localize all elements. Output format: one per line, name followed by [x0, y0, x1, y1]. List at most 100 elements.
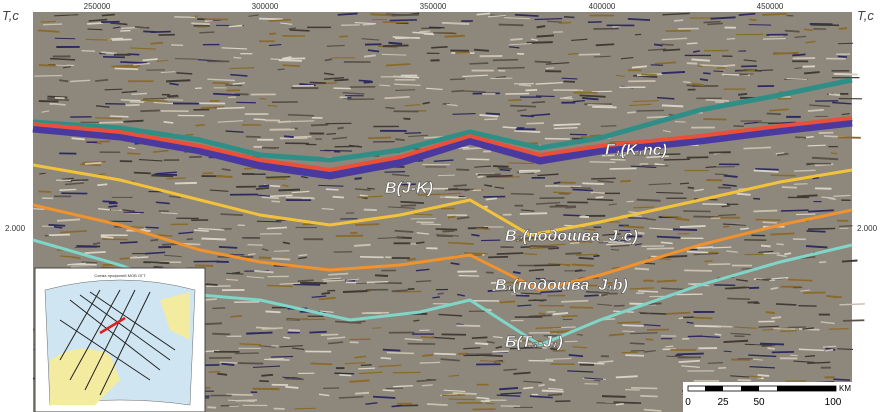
trace — [722, 223, 747, 226]
trace — [420, 336, 434, 339]
trace — [760, 342, 785, 346]
trace — [123, 119, 144, 123]
trace — [755, 218, 781, 222]
trace — [600, 125, 617, 127]
trace — [456, 168, 470, 171]
trace — [517, 304, 532, 307]
trace — [374, 274, 389, 277]
trace — [375, 281, 403, 285]
trace — [448, 241, 474, 245]
trace — [686, 62, 698, 65]
trace — [404, 104, 421, 107]
trace — [143, 30, 157, 33]
trace — [261, 373, 274, 377]
inset-profiles — [59, 289, 176, 396]
trace — [339, 374, 352, 377]
trace — [245, 135, 261, 138]
trace — [686, 321, 694, 324]
trace — [561, 314, 578, 318]
trace — [811, 156, 839, 161]
trace — [389, 19, 417, 22]
trace — [358, 371, 383, 375]
trace — [448, 374, 460, 377]
y-tick-label: 2.000 — [5, 224, 26, 233]
trace — [441, 21, 470, 25]
trace — [498, 23, 524, 27]
trace — [515, 294, 530, 297]
trace — [156, 59, 169, 62]
trace — [38, 29, 60, 33]
trace — [596, 303, 612, 306]
trace — [100, 235, 114, 239]
trace — [334, 78, 349, 82]
trace — [422, 101, 430, 105]
trace — [625, 354, 645, 357]
trace — [528, 314, 552, 318]
trace — [716, 66, 726, 70]
trace — [247, 253, 256, 256]
trace — [360, 364, 372, 367]
trace — [572, 188, 593, 192]
trace — [828, 93, 841, 97]
trace — [629, 103, 652, 107]
trace — [838, 225, 853, 228]
trace — [355, 391, 370, 395]
trace — [437, 292, 444, 295]
trace — [425, 87, 443, 90]
trace — [646, 155, 669, 159]
trace — [645, 338, 654, 341]
trace — [700, 64, 727, 67]
trace — [722, 183, 737, 187]
trace — [576, 333, 583, 336]
trace — [792, 53, 806, 57]
trace — [807, 108, 824, 112]
trace — [140, 109, 160, 113]
trace — [80, 163, 101, 167]
trace — [586, 198, 614, 201]
trace — [822, 345, 837, 348]
trace — [675, 217, 690, 222]
trace — [776, 243, 784, 246]
trace — [453, 184, 467, 187]
trace — [243, 167, 256, 170]
trace — [85, 38, 113, 41]
trace — [218, 246, 238, 249]
trace — [628, 217, 648, 219]
trace — [622, 324, 644, 327]
trace — [254, 269, 274, 274]
trace — [841, 113, 850, 116]
horizon-label: Б(T₃-J₁) — [505, 334, 563, 351]
trace — [707, 362, 724, 364]
trace — [563, 214, 582, 217]
trace — [734, 326, 757, 329]
trace — [163, 254, 182, 258]
trace — [42, 23, 63, 26]
trace — [631, 65, 648, 69]
trace — [462, 74, 488, 78]
trace — [499, 168, 511, 172]
scale-label: 100 — [825, 397, 842, 408]
trace — [571, 263, 594, 267]
trace — [563, 15, 575, 19]
trace — [572, 99, 585, 103]
trace — [492, 58, 519, 62]
trace — [585, 291, 610, 294]
trace — [280, 22, 293, 25]
trace — [531, 101, 546, 104]
trace — [394, 83, 421, 87]
trace — [324, 76, 345, 80]
trace — [591, 177, 616, 180]
trace — [50, 57, 76, 61]
scale-bar-seg — [777, 386, 836, 391]
trace — [258, 184, 270, 188]
trace — [189, 155, 202, 159]
trace — [775, 152, 785, 155]
trace — [327, 336, 346, 340]
trace — [492, 350, 509, 353]
trace — [648, 182, 672, 186]
trace — [744, 121, 758, 125]
trace — [355, 223, 380, 226]
trace — [293, 283, 321, 286]
trace — [332, 136, 347, 140]
